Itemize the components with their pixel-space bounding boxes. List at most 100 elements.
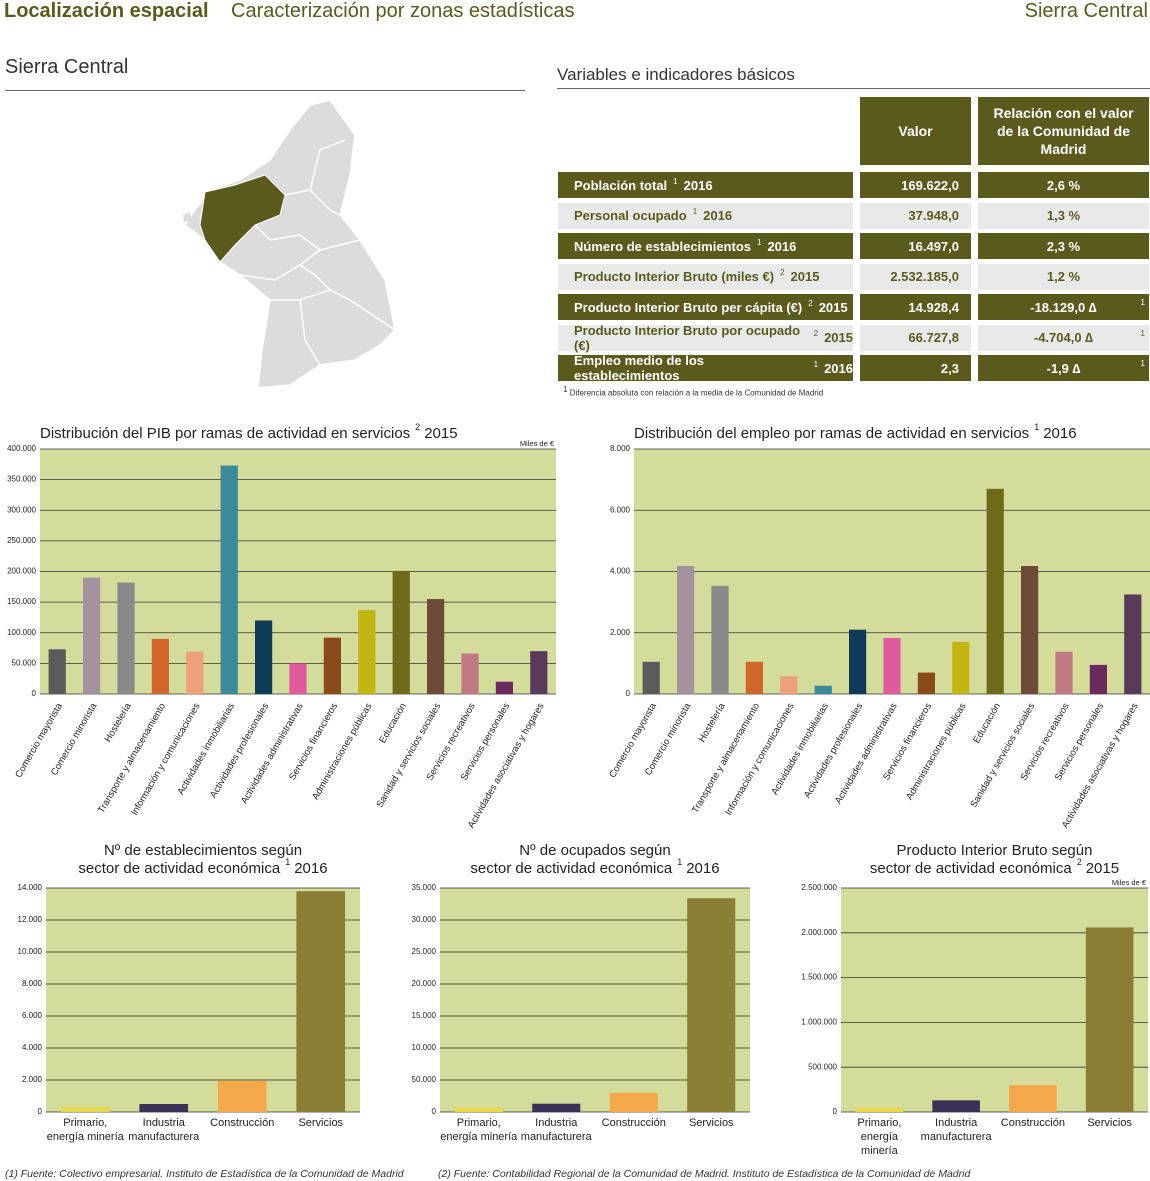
y-tick-label: 0 bbox=[432, 1107, 437, 1116]
bar bbox=[609, 1092, 658, 1112]
label-sup: 1 bbox=[757, 237, 762, 247]
x-tick-label: Actividades administrativas bbox=[833, 701, 900, 806]
bar bbox=[48, 649, 66, 694]
rule bbox=[5, 90, 525, 91]
y-tick-label: 4.000 bbox=[610, 567, 631, 576]
x-tick-label: Primario, energía minería bbox=[440, 1117, 518, 1143]
bar bbox=[323, 637, 341, 694]
x-tick-label: Transporte y almacenamiento bbox=[690, 701, 762, 815]
title-year: 2015 bbox=[1086, 860, 1119, 877]
bar bbox=[1089, 664, 1107, 694]
y-tick-label: 400.000 bbox=[7, 444, 36, 453]
header-zone: Sierra Central bbox=[1024, 0, 1148, 22]
y-tick-label: 2.500.000 bbox=[801, 883, 837, 892]
map bbox=[183, 99, 396, 389]
relation-note: 1 bbox=[1140, 328, 1145, 338]
relation-text: 2,6 % bbox=[1046, 177, 1081, 193]
x-tick-label: Administraciones públicas bbox=[904, 701, 969, 802]
label-year: 2015 bbox=[818, 299, 848, 315]
title-text: sector de actividad económica bbox=[470, 860, 672, 877]
map-border bbox=[299, 299, 321, 366]
bar bbox=[687, 898, 736, 1112]
bar bbox=[952, 641, 970, 694]
label-text: Producto Interior Bruto por ocupado (€) bbox=[574, 322, 801, 353]
x-tick-label: Hostelería bbox=[103, 701, 135, 745]
source: (2) Fuente: Contabilidad Regional de la … bbox=[438, 1168, 971, 1180]
map-border bbox=[254, 224, 361, 251]
bar bbox=[532, 1103, 581, 1112]
label-year: 2016 bbox=[703, 208, 733, 223]
bar bbox=[642, 661, 660, 694]
label-sup: 1 bbox=[673, 176, 678, 186]
label-sup: 1 bbox=[813, 359, 819, 369]
map-highlight bbox=[199, 174, 286, 263]
bar bbox=[217, 1080, 267, 1112]
y-tick-label: 30.000 bbox=[412, 915, 437, 924]
row-label: Número de establecimientos 1 2016 bbox=[558, 233, 853, 259]
y-tick-label: 500.000 bbox=[808, 1062, 837, 1071]
bar bbox=[392, 570, 410, 694]
bar bbox=[255, 620, 273, 694]
title-text: Distribución del empleo por ramas de act… bbox=[634, 425, 1029, 442]
chart-title: Nº de establecimientos según bbox=[104, 842, 302, 859]
row-relation: -18.129,0 ∆ 1 bbox=[978, 294, 1149, 320]
bar bbox=[1021, 565, 1039, 694]
title-sup: 1 bbox=[1034, 422, 1039, 432]
y-tick-label: 4.000 bbox=[22, 1043, 43, 1052]
y-tick-label: 50.000 bbox=[12, 658, 37, 667]
bar bbox=[855, 1107, 904, 1112]
map-island bbox=[183, 212, 192, 222]
label-year: 2015 bbox=[824, 330, 853, 345]
chart: 0 50.000 100.000 150.000 200.000 250.000 300.0… bbox=[7, 422, 556, 830]
row-relation: -4.704,0 ∆ 1 bbox=[978, 324, 1149, 351]
chart: 0 2.000 4.000 6.000 8.000 10.000 12.000 14.000 N… bbox=[18, 842, 360, 1116]
row-label: Personal ocupado 1 2016 bbox=[558, 202, 853, 229]
label-text: Población total bbox=[574, 177, 668, 193]
row-value: 16.497,0 bbox=[860, 233, 971, 259]
row-relation: 2,3 % bbox=[978, 233, 1149, 259]
row-value: 14.928,4 bbox=[860, 294, 971, 320]
x-tick-label: Servicios bbox=[688, 1117, 734, 1129]
chart-title: Distribución del empleo por ramas de act… bbox=[634, 422, 1077, 442]
relation-text: 1,3 % bbox=[1046, 208, 1081, 223]
bar bbox=[530, 651, 548, 694]
bar bbox=[986, 488, 1004, 694]
bar bbox=[917, 672, 935, 694]
y-tick-label: 15.000 bbox=[412, 1011, 437, 1020]
label-text: Empleo medio de los establecimientos bbox=[574, 353, 705, 383]
map-border bbox=[299, 264, 331, 291]
chart-title: Producto Interior Bruto según bbox=[897, 842, 1093, 859]
bar bbox=[289, 663, 307, 694]
x-tick-label: Información y comunicaciones bbox=[129, 701, 203, 817]
label-text: Producto Interior Bruto per cápita (€) bbox=[574, 299, 803, 315]
y-tick-label: 0 bbox=[32, 689, 37, 698]
bar bbox=[745, 661, 763, 694]
y-tick-label: 1.000.000 bbox=[801, 1018, 837, 1027]
bar bbox=[849, 629, 867, 694]
x-tick-label: Información y comunicaciones bbox=[723, 701, 797, 817]
label-sup: 2 bbox=[808, 298, 813, 308]
relation-text: 1,2 % bbox=[1046, 269, 1081, 284]
bar bbox=[1085, 927, 1134, 1112]
y-tick-label: 2.000 bbox=[22, 1075, 43, 1084]
label-sup: 1 bbox=[692, 207, 698, 216]
title-year: 2016 bbox=[686, 860, 719, 877]
title-year: 2015 bbox=[424, 425, 457, 442]
bar bbox=[780, 676, 798, 694]
x-tick-label: Primario, energía minería bbox=[46, 1117, 124, 1143]
header-title: Localización espacial bbox=[4, 0, 209, 22]
y-tick-label: 250.000 bbox=[7, 536, 36, 545]
relation-text: -4.704,0 ∆ bbox=[1033, 330, 1094, 345]
label-year: 2016 bbox=[767, 238, 797, 254]
y-tick-label: 8.000 bbox=[22, 979, 43, 988]
x-tick-label: Transporte y almacenamiento bbox=[96, 701, 168, 815]
y-tick-label: 0 bbox=[833, 1107, 838, 1116]
bar bbox=[1055, 651, 1073, 694]
y-tick-label: 150.000 bbox=[7, 597, 36, 606]
x-tick-label: Actividades profesionales bbox=[802, 701, 866, 800]
x-tick-label: Educación bbox=[971, 701, 1003, 745]
x-tick-label: Actividades administrativas bbox=[239, 701, 306, 806]
label-text: Producto Interior Bruto (miles €) bbox=[574, 269, 775, 284]
bar bbox=[296, 891, 346, 1112]
